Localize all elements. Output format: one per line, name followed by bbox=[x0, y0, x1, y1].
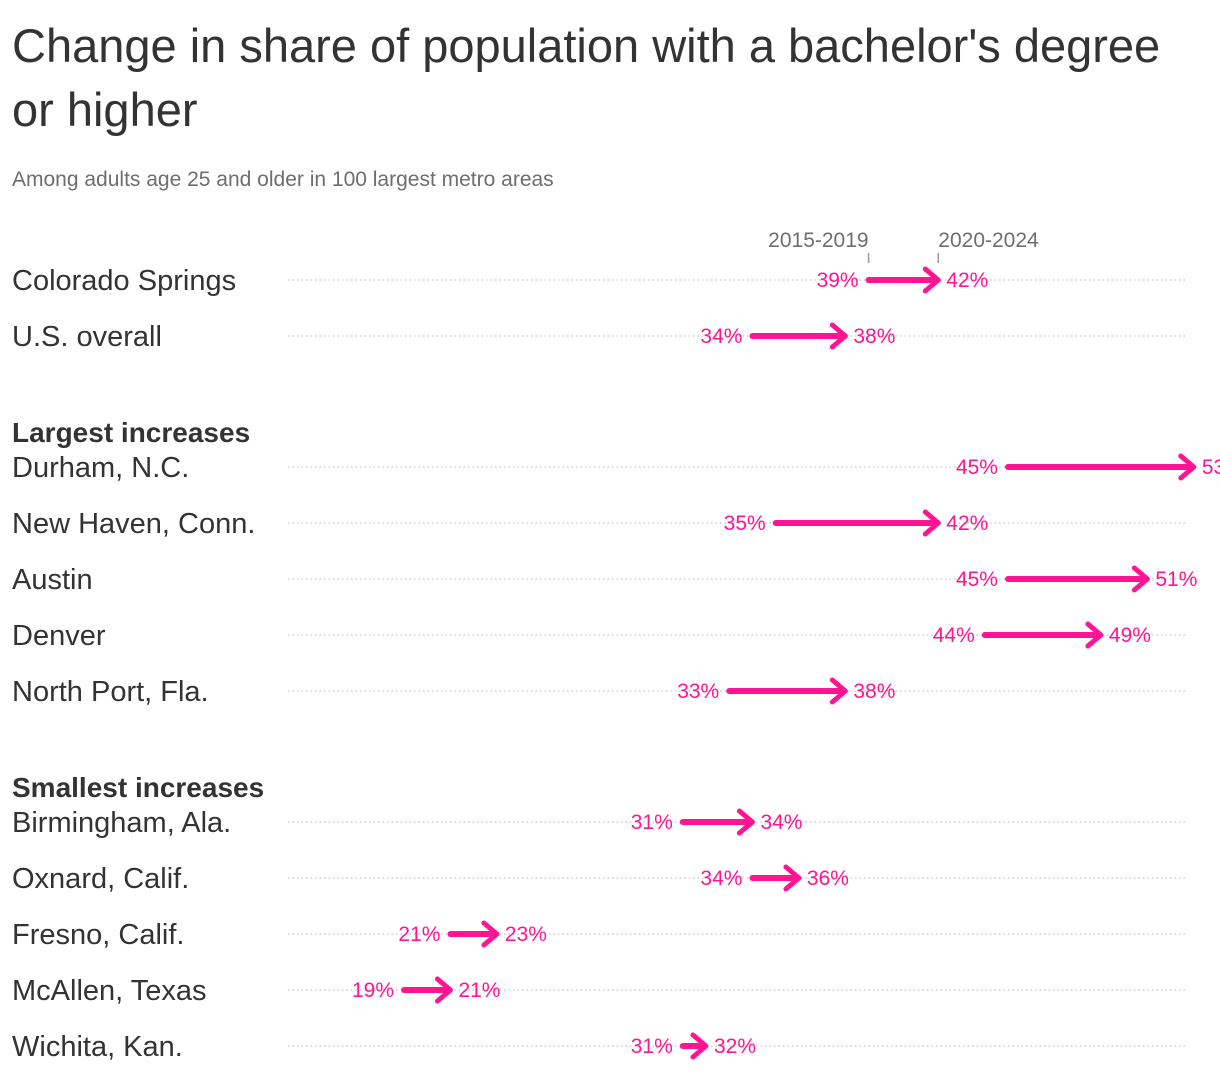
row-label: Denver bbox=[12, 620, 106, 652]
arrow-head bbox=[1131, 565, 1150, 593]
start-value-label: 33% bbox=[677, 680, 719, 703]
group-label: Largest increases bbox=[12, 417, 250, 448]
arrow-head bbox=[829, 677, 848, 705]
period-label-start: 2015-2019 bbox=[768, 229, 868, 252]
chart-title: Change in share of population with a bac… bbox=[12, 19, 1161, 136]
row-label: North Port, Fla. bbox=[12, 676, 209, 708]
end-value-label: 51% bbox=[1155, 568, 1197, 591]
chart-subtitle: Among adults age 25 and older in 100 lar… bbox=[12, 168, 554, 191]
end-value-label: 42% bbox=[946, 269, 988, 292]
row-label: Fresno, Calif. bbox=[12, 919, 184, 951]
arrow-head bbox=[922, 266, 941, 294]
end-value-label: 21% bbox=[458, 979, 500, 1002]
start-value-label: 31% bbox=[631, 1035, 673, 1058]
group-label: Smallest increases bbox=[12, 772, 264, 803]
row-label: Birmingham, Ala. bbox=[12, 807, 231, 839]
end-value-label: 34% bbox=[760, 811, 802, 834]
start-value-label: 45% bbox=[956, 456, 998, 479]
start-value-label: 34% bbox=[700, 325, 742, 348]
start-value-label: 19% bbox=[352, 979, 394, 1002]
arrow-head bbox=[481, 920, 500, 948]
arrow-head bbox=[829, 322, 848, 350]
arrow-head bbox=[922, 509, 941, 537]
arrow-head bbox=[736, 808, 755, 836]
arrow-head bbox=[783, 864, 802, 892]
arrow-head bbox=[690, 1032, 709, 1060]
row-label: McAllen, Texas bbox=[12, 975, 207, 1007]
start-value-label: 39% bbox=[817, 269, 859, 292]
row-label: Durham, N.C. bbox=[12, 452, 189, 484]
end-value-label: 38% bbox=[853, 680, 895, 703]
end-value-label: 38% bbox=[853, 325, 895, 348]
end-value-label: 36% bbox=[807, 867, 849, 890]
start-value-label: 45% bbox=[956, 568, 998, 591]
arrow-head bbox=[1085, 621, 1104, 649]
start-value-label: 44% bbox=[933, 624, 975, 647]
end-value-label: 23% bbox=[505, 923, 547, 946]
start-value-label: 21% bbox=[398, 923, 440, 946]
row-label: Oxnard, Calif. bbox=[12, 863, 189, 895]
period-label-end: 2020-2024 bbox=[938, 229, 1039, 252]
end-value-label: 53% bbox=[1202, 456, 1220, 479]
row-label: U.S. overall bbox=[12, 321, 162, 353]
end-value-label: 42% bbox=[946, 512, 988, 535]
end-value-label: 49% bbox=[1109, 624, 1151, 647]
start-value-label: 34% bbox=[700, 867, 742, 890]
arrow-head bbox=[434, 976, 453, 1004]
row-label: Colorado Springs bbox=[12, 265, 236, 297]
arrow-head bbox=[1178, 453, 1197, 481]
end-value-label: 32% bbox=[714, 1035, 756, 1058]
row-label: Wichita, Kan. bbox=[12, 1031, 183, 1063]
start-value-label: 31% bbox=[631, 811, 673, 834]
start-value-label: 35% bbox=[724, 512, 766, 535]
row-label: Austin bbox=[12, 564, 93, 596]
row-label: New Haven, Conn. bbox=[12, 508, 255, 540]
